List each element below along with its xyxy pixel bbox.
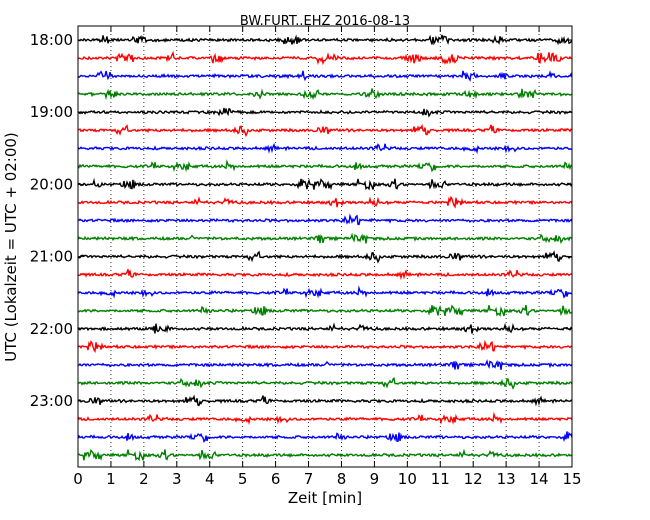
x-axis-label: Zeit [min] (288, 489, 362, 507)
x-tick-label: 14 (530, 470, 549, 488)
x-tick-label: 1 (106, 470, 116, 488)
x-tick-label: 4 (205, 470, 215, 488)
trace-2115 (77, 269, 573, 281)
x-tick-label: 2 (139, 470, 149, 488)
x-axis: 0 1 2 3 4 5 6 7 8 9 10 11 12 13 14 15 (73, 26, 582, 488)
trace-2000 (77, 177, 573, 191)
trace-2330 (77, 431, 573, 443)
trace-2030 (77, 213, 573, 226)
x-tick-label: 6 (271, 470, 281, 488)
trace-1845 (77, 88, 573, 101)
y-tick-label: 21:00 (30, 248, 73, 266)
trace-2230 (77, 359, 573, 370)
trace-2215 (77, 339, 573, 354)
x-tick-label: 11 (431, 470, 450, 488)
trace-2045 (77, 232, 573, 244)
trace-2300 (77, 394, 573, 407)
y-tick-label: 20:00 (30, 175, 73, 193)
trace-2100 (77, 250, 573, 264)
trace-2315 (77, 411, 573, 426)
x-tick-label: 10 (398, 470, 417, 488)
trace-2015 (77, 195, 573, 209)
trace-group (77, 34, 573, 462)
trace-1815 (77, 50, 573, 66)
trace-2245 (77, 376, 573, 390)
x-tick-label: 12 (464, 470, 483, 488)
trace-2130 (77, 285, 573, 299)
trace-1830 (77, 69, 573, 82)
y-axis-label: UTC (Lokalzeit = UTC + 02:00) (2, 132, 20, 362)
trace-1930 (77, 142, 573, 155)
y-tick-label: 18:00 (30, 31, 73, 49)
x-tick-label: 5 (238, 470, 248, 488)
trace-2200 (77, 322, 573, 334)
y-axis: 18:00 19:00 20:00 21:00 22:00 23:00 (30, 31, 572, 410)
grid-lines (110, 26, 540, 467)
x-tick-label: 0 (73, 470, 83, 488)
trace-1915 (77, 123, 573, 138)
trace-2345 (77, 448, 573, 462)
chart-title: BW.FURT..EHZ 2016-08-13 (240, 14, 410, 29)
x-tick-label: 3 (172, 470, 182, 488)
x-tick-label: 15 (562, 470, 581, 488)
x-tick-label: 13 (497, 470, 516, 488)
plot-frame (77, 25, 573, 468)
y-tick-label: 19:00 (30, 103, 73, 121)
x-tick-label: 9 (370, 470, 380, 488)
trace-2145 (77, 304, 573, 317)
trace-1900 (77, 107, 573, 118)
y-tick-label: 22:00 (30, 320, 73, 338)
y-tick-label: 23:00 (30, 392, 73, 410)
x-tick-label: 8 (337, 470, 347, 488)
x-tick-label: 7 (304, 470, 314, 488)
trace-1945 (77, 158, 573, 173)
trace-1800 (77, 34, 573, 46)
